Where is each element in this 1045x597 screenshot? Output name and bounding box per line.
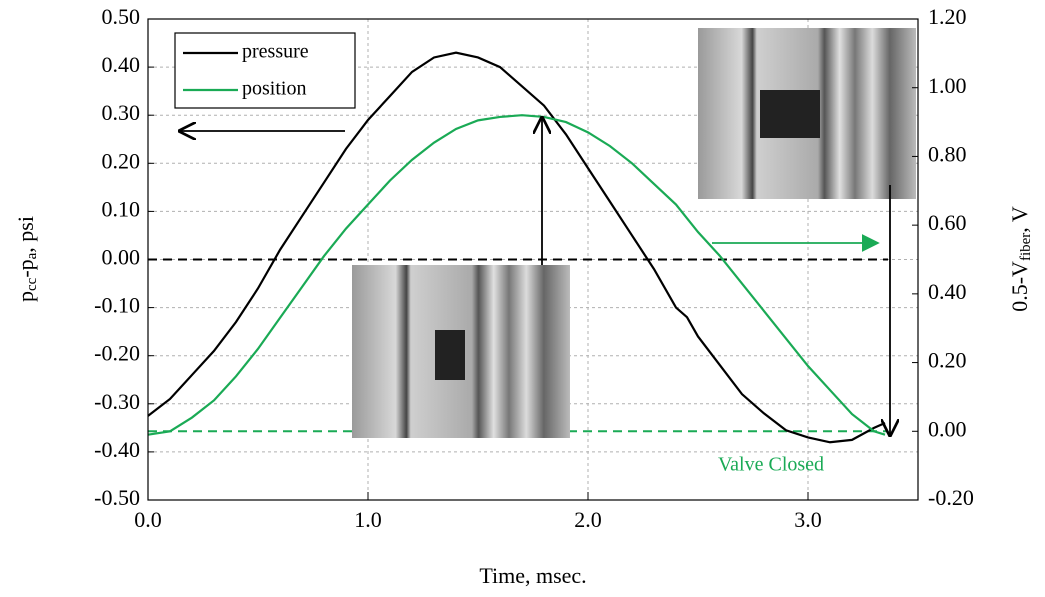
- x-tick-label: 1.0: [354, 507, 382, 532]
- x-tick-label: 3.0: [794, 507, 822, 532]
- label-part: 0.5-V: [1007, 261, 1032, 312]
- x-tick-label: 0.0: [134, 507, 162, 532]
- label-sub: a: [24, 252, 40, 259]
- y2-tick-label: 0.60: [928, 210, 967, 235]
- y2-tick-label: 1.00: [928, 73, 967, 98]
- label-sub: fiber: [1018, 233, 1034, 261]
- y2-tick-label: 0.20: [928, 348, 967, 373]
- y-axis-label: pcc-pa, psi: [13, 216, 40, 302]
- y-tick-label: 0.10: [102, 196, 141, 221]
- y-tick-label: 0.30: [102, 100, 141, 125]
- y2-tick-label: -0.20: [928, 485, 974, 510]
- y-tick-label: -0.10: [94, 293, 140, 318]
- x-tick-label: 2.0: [574, 507, 602, 532]
- series-line: [147, 51, 886, 444]
- y2-tick-label: 0.40: [928, 279, 967, 304]
- annotation: Valve Closed: [718, 454, 824, 476]
- x-axis-label: Time, msec.: [479, 563, 586, 588]
- legend-label: position: [242, 78, 306, 100]
- y2-tick-label: 1.20: [928, 4, 967, 29]
- y2-tick-label: 0.00: [928, 416, 967, 441]
- series-line: [147, 114, 886, 436]
- y-tick-label: 0.40: [102, 52, 141, 77]
- y-tick-label: 0.00: [102, 245, 141, 270]
- label-sub: cc: [24, 277, 40, 291]
- inset-photo: [698, 28, 916, 199]
- y-tick-label: 0.20: [102, 148, 141, 173]
- label-part: -p: [13, 259, 38, 277]
- y-tick-label: -0.50: [94, 485, 140, 510]
- label-part: , psi: [13, 216, 38, 253]
- y2-axis-label: 0.5-Vfiber, V: [1007, 206, 1034, 312]
- legend-label: pressure: [242, 41, 309, 63]
- legend-box: [174, 32, 356, 109]
- series-lines: [147, 51, 888, 444]
- inset-photo: [352, 265, 570, 438]
- legend: pressure position: [174, 32, 356, 109]
- y-tick-label: -0.40: [94, 437, 140, 462]
- label-part: , V: [1007, 206, 1032, 233]
- y2-tick-label: 0.80: [928, 141, 967, 166]
- y-tick-label: 0.50: [102, 4, 141, 29]
- label-part: p: [13, 291, 38, 302]
- y-tick-label: -0.30: [94, 389, 140, 414]
- y-tick-label: -0.20: [94, 341, 140, 366]
